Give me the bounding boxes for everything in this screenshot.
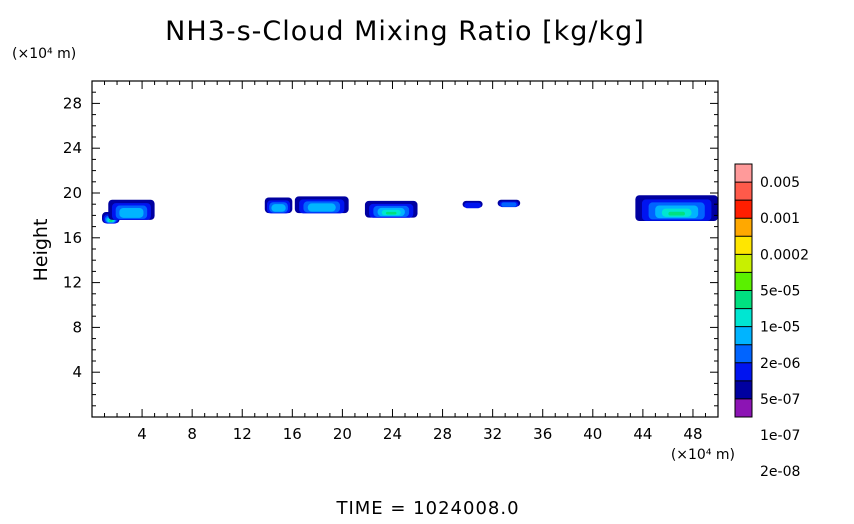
colorbar-label: 5e-07 <box>760 392 800 408</box>
x-tick-label: 20 <box>333 425 352 443</box>
cloud-region-7 <box>497 199 521 208</box>
y-tick-label: 8 <box>72 318 82 336</box>
x-tick-label: 36 <box>533 425 552 443</box>
x-tick-label: 12 <box>233 425 252 443</box>
y-tick-label: 4 <box>72 363 82 381</box>
cloud-layer <box>668 211 685 216</box>
y-tick-label: 20 <box>63 184 82 202</box>
colorbar: 0.005 0.001 0.0002 5e-05 1e-05 2e-06 5e-07 1e-0… <box>734 163 809 480</box>
colorbar-label: 1e-05 <box>760 320 800 336</box>
colorbar-swatch <box>735 398 752 417</box>
cloud-layer <box>385 211 397 215</box>
colorbar-label: 2e-06 <box>760 356 800 372</box>
cloud-layer <box>109 219 113 222</box>
colorbar-swatch <box>735 164 752 183</box>
colorbar-swatch <box>735 182 752 201</box>
y-axis-unit: (×10⁴ m) <box>12 46 76 62</box>
cloud-region-3 <box>264 197 293 214</box>
x-tick-label: 24 <box>383 425 402 443</box>
colorbar-swatch <box>735 218 752 237</box>
x-tick-label: 48 <box>683 425 702 443</box>
x-tick-label: 32 <box>483 425 502 443</box>
cloud-region-6 <box>462 200 483 209</box>
y-tick-label: 12 <box>63 274 82 292</box>
x-tick-label: 16 <box>283 425 302 443</box>
cloud-region-4 <box>294 196 349 214</box>
x-axis-unit: (×10⁴ m) <box>671 447 735 463</box>
cloud-region-8 <box>635 195 718 221</box>
colorbar-swatch <box>735 380 752 399</box>
y-tick-label: 24 <box>63 139 82 157</box>
plot-area <box>102 195 718 224</box>
cloud-layer <box>464 202 482 209</box>
x-tick-label: 4 <box>137 425 147 443</box>
cloud-layer <box>119 207 144 218</box>
colorbar-label: 0.0002 <box>760 247 809 263</box>
cloud-region-5 <box>364 200 418 218</box>
colorbar-label: 0.001 <box>760 211 800 227</box>
cloud-region-2 <box>108 199 155 220</box>
colorbar-swatch <box>735 200 752 219</box>
chart-title: NH3-s-Cloud Mixing Ratio [kg/kg] <box>165 16 645 47</box>
colorbar-frame <box>734 163 753 418</box>
colorbar-label: 5e-05 <box>760 284 800 300</box>
colorbar-swatch <box>735 308 752 327</box>
y-axis-label: Height <box>30 219 52 282</box>
colorbar-swatch <box>735 362 752 381</box>
x-tick-label: 44 <box>633 425 652 443</box>
plot-frame <box>91 80 719 418</box>
colorbar-swatch <box>735 344 752 363</box>
colorbar-swatch <box>735 290 752 309</box>
y-tick-label: 16 <box>63 229 82 247</box>
x-tick-label: 8 <box>187 425 197 443</box>
colorbar-label: 2e-08 <box>760 464 800 480</box>
x-tick-label: 28 <box>433 425 452 443</box>
colorbar-swatch <box>735 272 752 291</box>
x-tick-label: 40 <box>583 425 602 443</box>
colorbar-swatch <box>735 254 752 273</box>
y-tick-label: 28 <box>63 94 82 112</box>
time-footer: TIME = 1024008.0 <box>335 498 519 519</box>
colorbar-label: 0.005 <box>760 175 800 191</box>
colorbar-swatch <box>735 326 752 345</box>
cloud-layer <box>307 203 336 212</box>
cloud-layer <box>501 202 517 207</box>
colorbar-label: 1e-07 <box>760 428 800 444</box>
colorbar-swatch <box>735 236 752 255</box>
cloud-layer <box>271 204 286 212</box>
